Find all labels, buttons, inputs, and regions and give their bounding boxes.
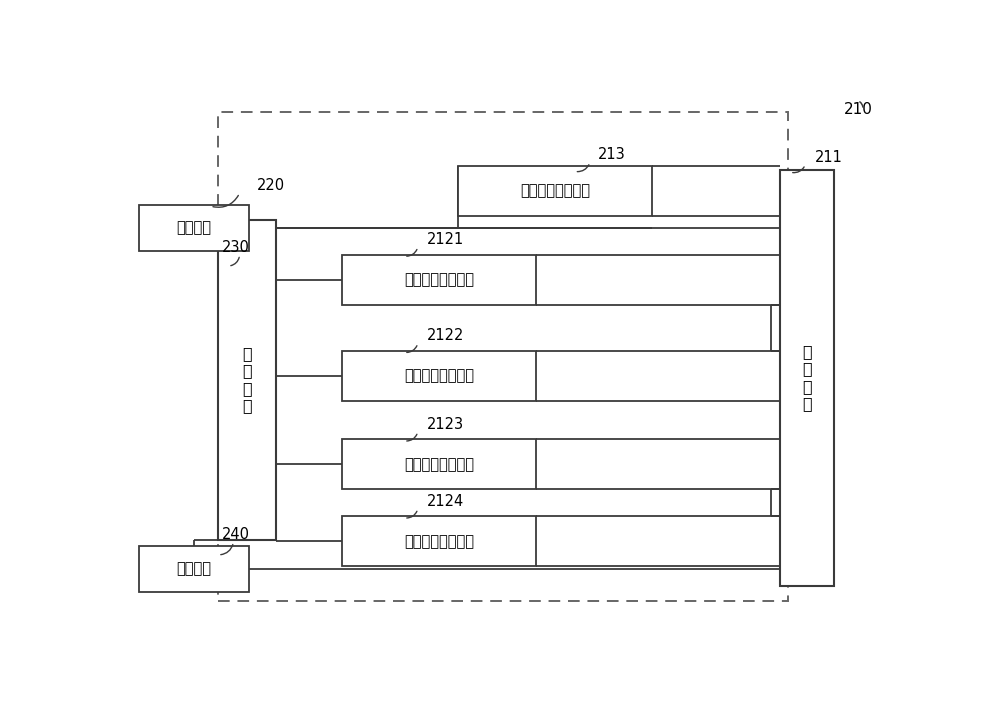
FancyBboxPatch shape	[342, 516, 536, 567]
Text: 外部电源: 外部电源	[176, 220, 211, 235]
Text: 230: 230	[222, 239, 250, 255]
FancyBboxPatch shape	[218, 220, 276, 540]
FancyBboxPatch shape	[342, 351, 536, 401]
Text: 210: 210	[844, 102, 873, 117]
Text: 2121: 2121	[427, 232, 464, 247]
FancyBboxPatch shape	[342, 439, 536, 489]
Text: 第一电压转换电路: 第一电压转换电路	[404, 457, 474, 472]
Text: 2122: 2122	[427, 328, 465, 343]
Text: 用
电
负
荷: 用 电 负 荷	[242, 346, 252, 413]
Text: 220: 220	[257, 178, 285, 193]
Text: 240: 240	[222, 527, 250, 542]
Text: 第一电压转换电路: 第一电压转换电路	[404, 368, 474, 383]
FancyBboxPatch shape	[780, 170, 834, 586]
Text: 2123: 2123	[427, 417, 464, 432]
Text: 第一电压转换电路: 第一电压转换电路	[404, 272, 474, 287]
Text: 第二电压转换电路: 第二电压转换电路	[520, 184, 590, 199]
FancyBboxPatch shape	[139, 546, 249, 592]
Text: 2124: 2124	[427, 493, 464, 508]
FancyBboxPatch shape	[342, 255, 536, 305]
Text: 控
制
电
路: 控 制 电 路	[802, 344, 812, 411]
Text: 213: 213	[598, 147, 626, 162]
FancyBboxPatch shape	[458, 166, 652, 216]
Text: 211: 211	[815, 150, 843, 165]
Text: 外部主机: 外部主机	[176, 562, 211, 577]
FancyBboxPatch shape	[139, 204, 249, 251]
Text: 第一电压转换电路: 第一电压转换电路	[404, 534, 474, 549]
